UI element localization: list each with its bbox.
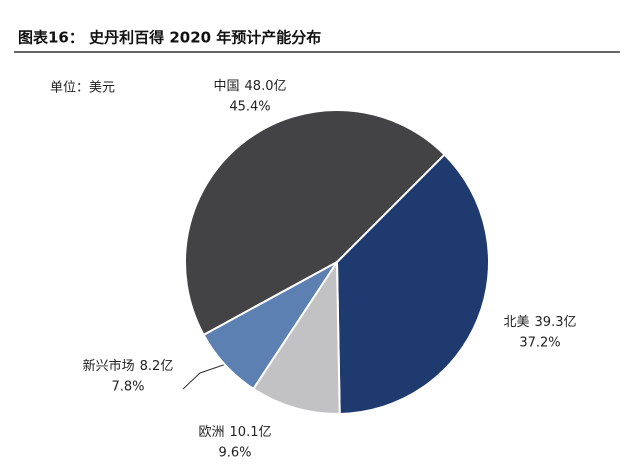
percent-label: 37.2% <box>519 336 560 351</box>
leader-line <box>182 361 233 390</box>
unit-label: 单位：美元 <box>50 81 115 96</box>
pie-slice <box>184 109 446 337</box>
slice-label: 北美 39.3亿 <box>504 315 577 330</box>
value-label: 8.2亿 <box>140 359 174 374</box>
value-label: 39.3亿 <box>535 315 577 330</box>
slice-label: 新兴市场 8.2亿 <box>83 358 174 374</box>
percent-label: 9.6% <box>218 446 251 461</box>
slice-label: 中国 48.0亿 <box>214 79 287 94</box>
value-label: 10.1亿 <box>230 425 272 440</box>
category-label: 北美 <box>504 315 530 330</box>
percent-label: 45.4% <box>229 100 270 115</box>
chart-title: 图表16： 史丹利百得 2020 年预计产能分布 <box>18 29 321 47</box>
value-label: 48.0亿 <box>245 79 287 94</box>
category-label: 中国 <box>214 79 240 94</box>
percent-label: 7.8% <box>111 380 144 395</box>
slice-label: 欧洲 10.1亿 <box>199 425 272 440</box>
pie-slice <box>335 153 490 415</box>
category-label: 欧洲 <box>199 425 225 440</box>
pie-slice <box>251 258 341 415</box>
category-label: 新兴市场 <box>83 358 135 374</box>
